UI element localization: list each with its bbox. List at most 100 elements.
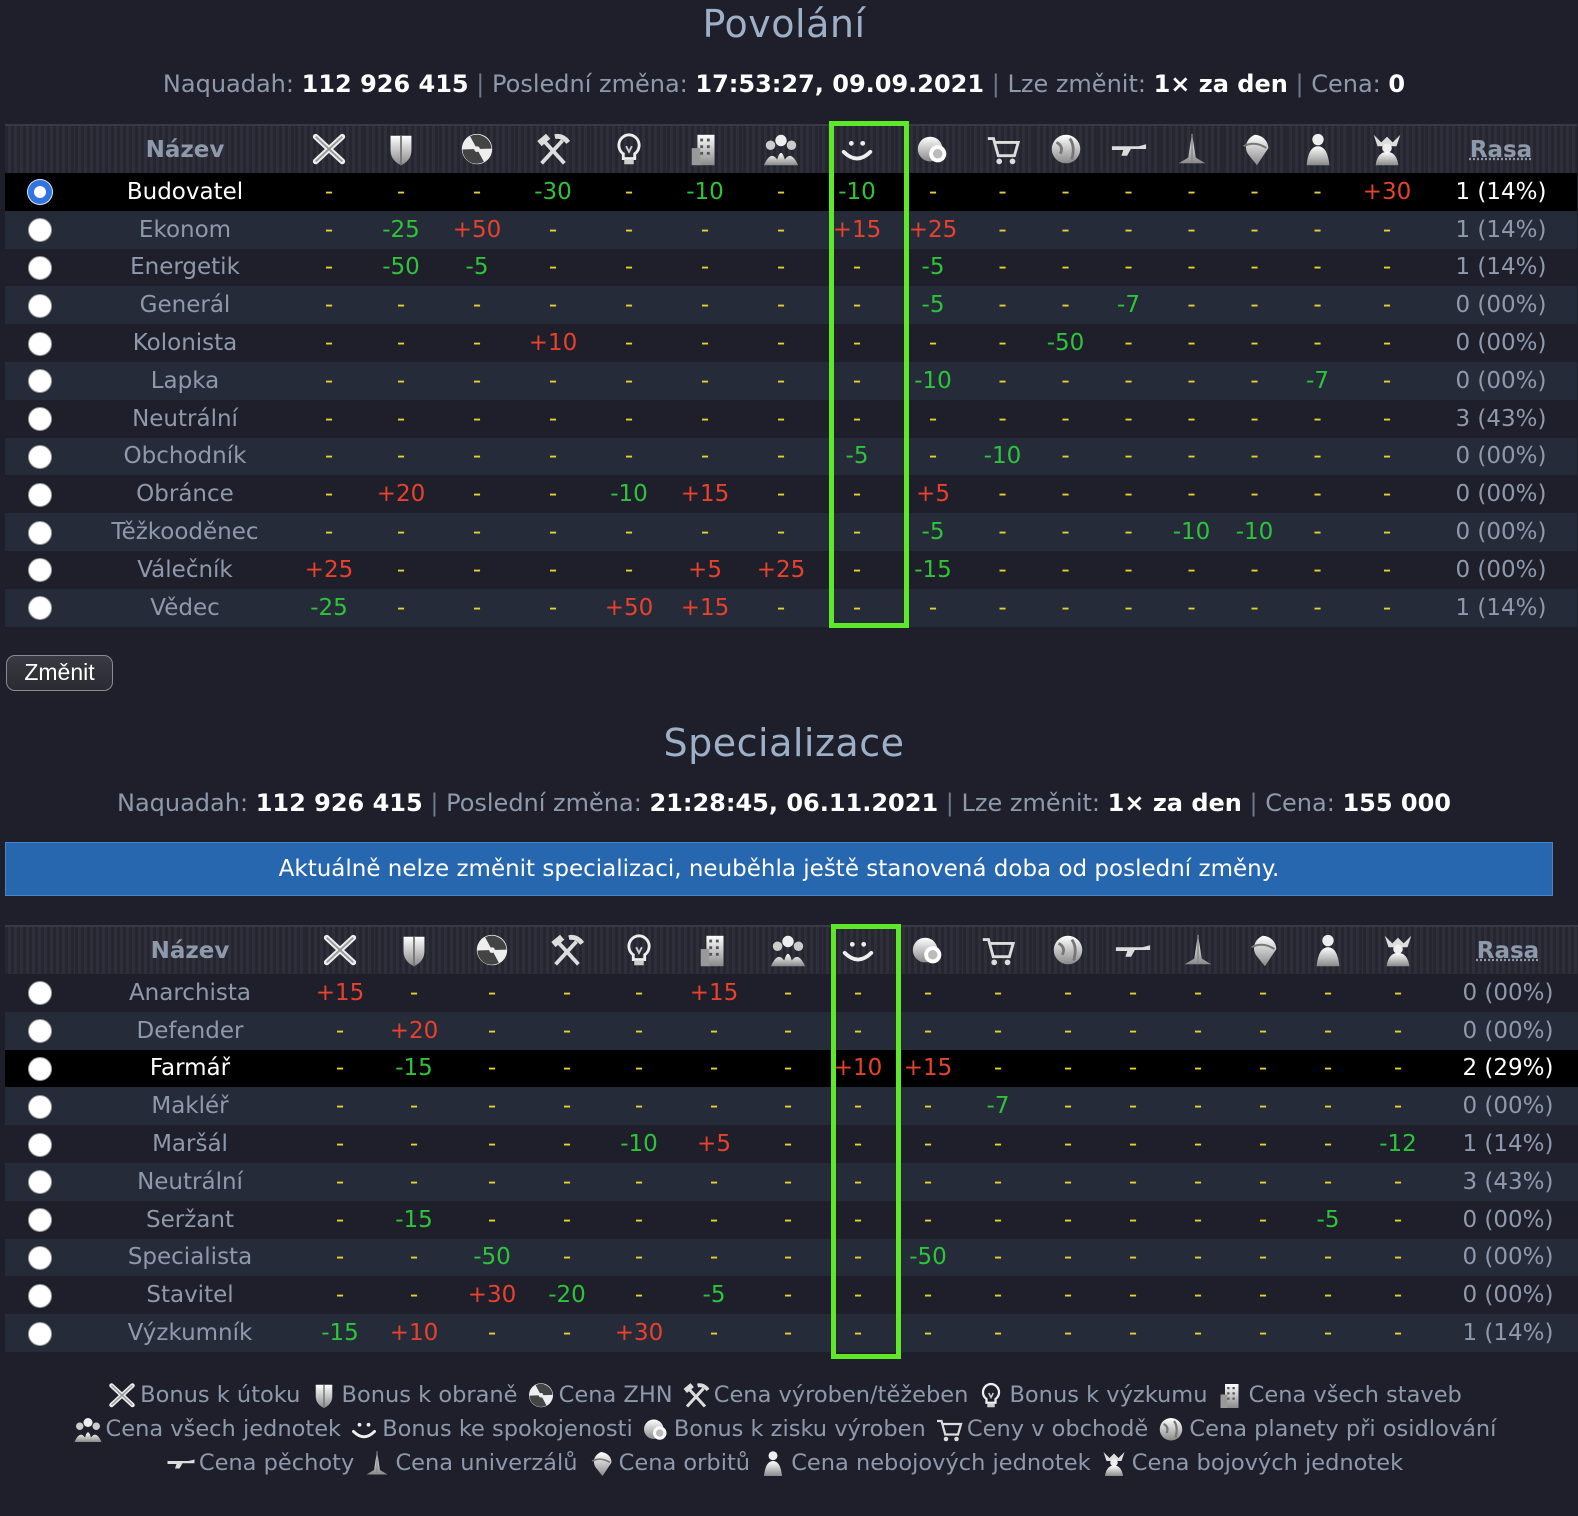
row-radio-cell[interactable]: [5, 248, 75, 287]
row-radio[interactable]: [28, 1321, 52, 1346]
row-radio-cell[interactable]: [5, 1314, 75, 1352]
row-radio[interactable]: [28, 558, 52, 583]
row-value: -: [1349, 248, 1425, 287]
row-value: -: [1163, 1087, 1233, 1126]
row-value: -: [295, 324, 363, 362]
row-value: -10: [591, 475, 667, 514]
row-value: -: [305, 1087, 375, 1126]
table-header: Název Rasa: [5, 925, 1578, 974]
row-radio-cell[interactable]: [5, 1011, 75, 1050]
header-race[interactable]: Rasa: [1425, 124, 1577, 173]
smile-icon: [837, 131, 877, 169]
row-race: 3 (43%): [1433, 1162, 1578, 1201]
row-value: -: [963, 1314, 1033, 1352]
row-radio[interactable]: [28, 1208, 52, 1233]
can-change-value: 1× za den: [1107, 789, 1242, 817]
row-radio-cell[interactable]: [5, 286, 75, 325]
building-icon: [1215, 1381, 1247, 1411]
row-radio-cell[interactable]: [5, 475, 75, 514]
row-radio[interactable]: [28, 180, 52, 205]
row-radio-cell[interactable]: [5, 513, 75, 551]
change-button[interactable]: Změnit: [6, 655, 113, 691]
row-radio[interactable]: [28, 1132, 52, 1157]
row-radio[interactable]: [28, 1245, 52, 1270]
row-value: -: [675, 1200, 753, 1239]
row-radio[interactable]: [28, 331, 52, 356]
universal-icon: [1172, 131, 1212, 169]
row-value: -: [1223, 324, 1286, 362]
row-value: -: [1103, 1049, 1163, 1088]
row-radio-cell[interactable]: [5, 1276, 75, 1315]
row-race: 0 (00%): [1433, 1238, 1578, 1277]
icon-legend: Bonus k útoku Bonus k obraně Cena ZHN Ce…: [10, 1378, 1558, 1480]
row-radio[interactable]: [28, 293, 52, 318]
row-radio[interactable]: [28, 596, 52, 621]
row-value: -: [453, 974, 531, 1012]
row-value: -: [971, 475, 1034, 514]
row-radio[interactable]: [28, 407, 52, 432]
row-radio-cell[interactable]: [5, 437, 75, 476]
row-radio[interactable]: [28, 981, 52, 1006]
row-value: -50: [893, 1238, 963, 1277]
row-value: -: [1286, 399, 1349, 438]
row-value: -: [453, 1200, 531, 1239]
row-radio-cell[interactable]: [5, 210, 75, 249]
row-radio-cell[interactable]: [5, 173, 75, 211]
header-race[interactable]: Rasa: [1433, 925, 1578, 974]
row-radio-cell[interactable]: [5, 1200, 75, 1239]
legend-item: Bonus ke spokojenosti: [348, 1416, 633, 1442]
row-radio-cell[interactable]: [5, 361, 75, 400]
row-value: -: [1163, 1200, 1233, 1239]
row-value: -: [375, 974, 453, 1012]
row-value: -: [1349, 361, 1425, 400]
row-radio[interactable]: [28, 1056, 52, 1081]
header-production: [895, 124, 971, 173]
header-soldier: [1349, 124, 1425, 173]
row-radio-cell[interactable]: [5, 1162, 75, 1201]
row-value: -: [895, 324, 971, 362]
row-radio-cell[interactable]: [5, 1125, 75, 1163]
row-race: 1 (14%): [1425, 210, 1577, 249]
row-value: -: [439, 437, 515, 476]
building-icon: [694, 932, 734, 970]
row-value: -: [591, 173, 667, 211]
row-value: -: [305, 1011, 375, 1050]
row-value: -10: [895, 361, 971, 400]
row-value: -: [1160, 475, 1223, 514]
row-radio[interactable]: [28, 444, 52, 469]
legend-label: Cena bojových jednotek: [1131, 1450, 1404, 1476]
row-radio[interactable]: [28, 482, 52, 507]
row-name: Těžkooděnec: [75, 513, 295, 551]
row-radio[interactable]: [28, 218, 52, 243]
row-value: -: [531, 974, 603, 1012]
row-value: -: [515, 437, 591, 476]
row-radio[interactable]: [28, 1019, 52, 1044]
table-row: Farmář - -15- - - - - +10 +15- - - - - - -2 (29%): [5, 1049, 1578, 1088]
row-value: -5: [439, 248, 515, 287]
row-radio[interactable]: [28, 1094, 52, 1119]
row-radio-cell[interactable]: [5, 324, 75, 362]
row-value: -: [439, 286, 515, 325]
row-radio-cell[interactable]: [5, 1238, 75, 1277]
header-person: [1286, 124, 1349, 173]
legend-label: Cena pěchoty: [198, 1450, 355, 1476]
row-radio-cell[interactable]: [5, 1087, 75, 1126]
row-value: -: [603, 1200, 675, 1239]
row-radio-cell[interactable]: [5, 974, 75, 1012]
table-row: Maršál - - - - -10 +5- - - - - - - - - -12 1 (14%): [5, 1125, 1578, 1163]
row-radio-cell[interactable]: [5, 399, 75, 438]
row-radio[interactable]: [28, 369, 52, 394]
row-radio[interactable]: [28, 1283, 52, 1308]
row-value: -: [1097, 361, 1160, 400]
row-value: -: [819, 324, 895, 362]
row-radio[interactable]: [28, 520, 52, 545]
row-value: -: [453, 1125, 531, 1163]
row-race: 0 (00%): [1425, 361, 1577, 400]
row-radio-cell[interactable]: [5, 588, 75, 627]
row-radio-cell[interactable]: [5, 550, 75, 589]
row-radio[interactable]: [28, 1170, 52, 1195]
row-radio[interactable]: [28, 255, 52, 280]
row-value: +30: [453, 1276, 531, 1315]
row-radio-cell[interactable]: [5, 1049, 75, 1088]
row-name: Výzkumník: [75, 1314, 305, 1352]
